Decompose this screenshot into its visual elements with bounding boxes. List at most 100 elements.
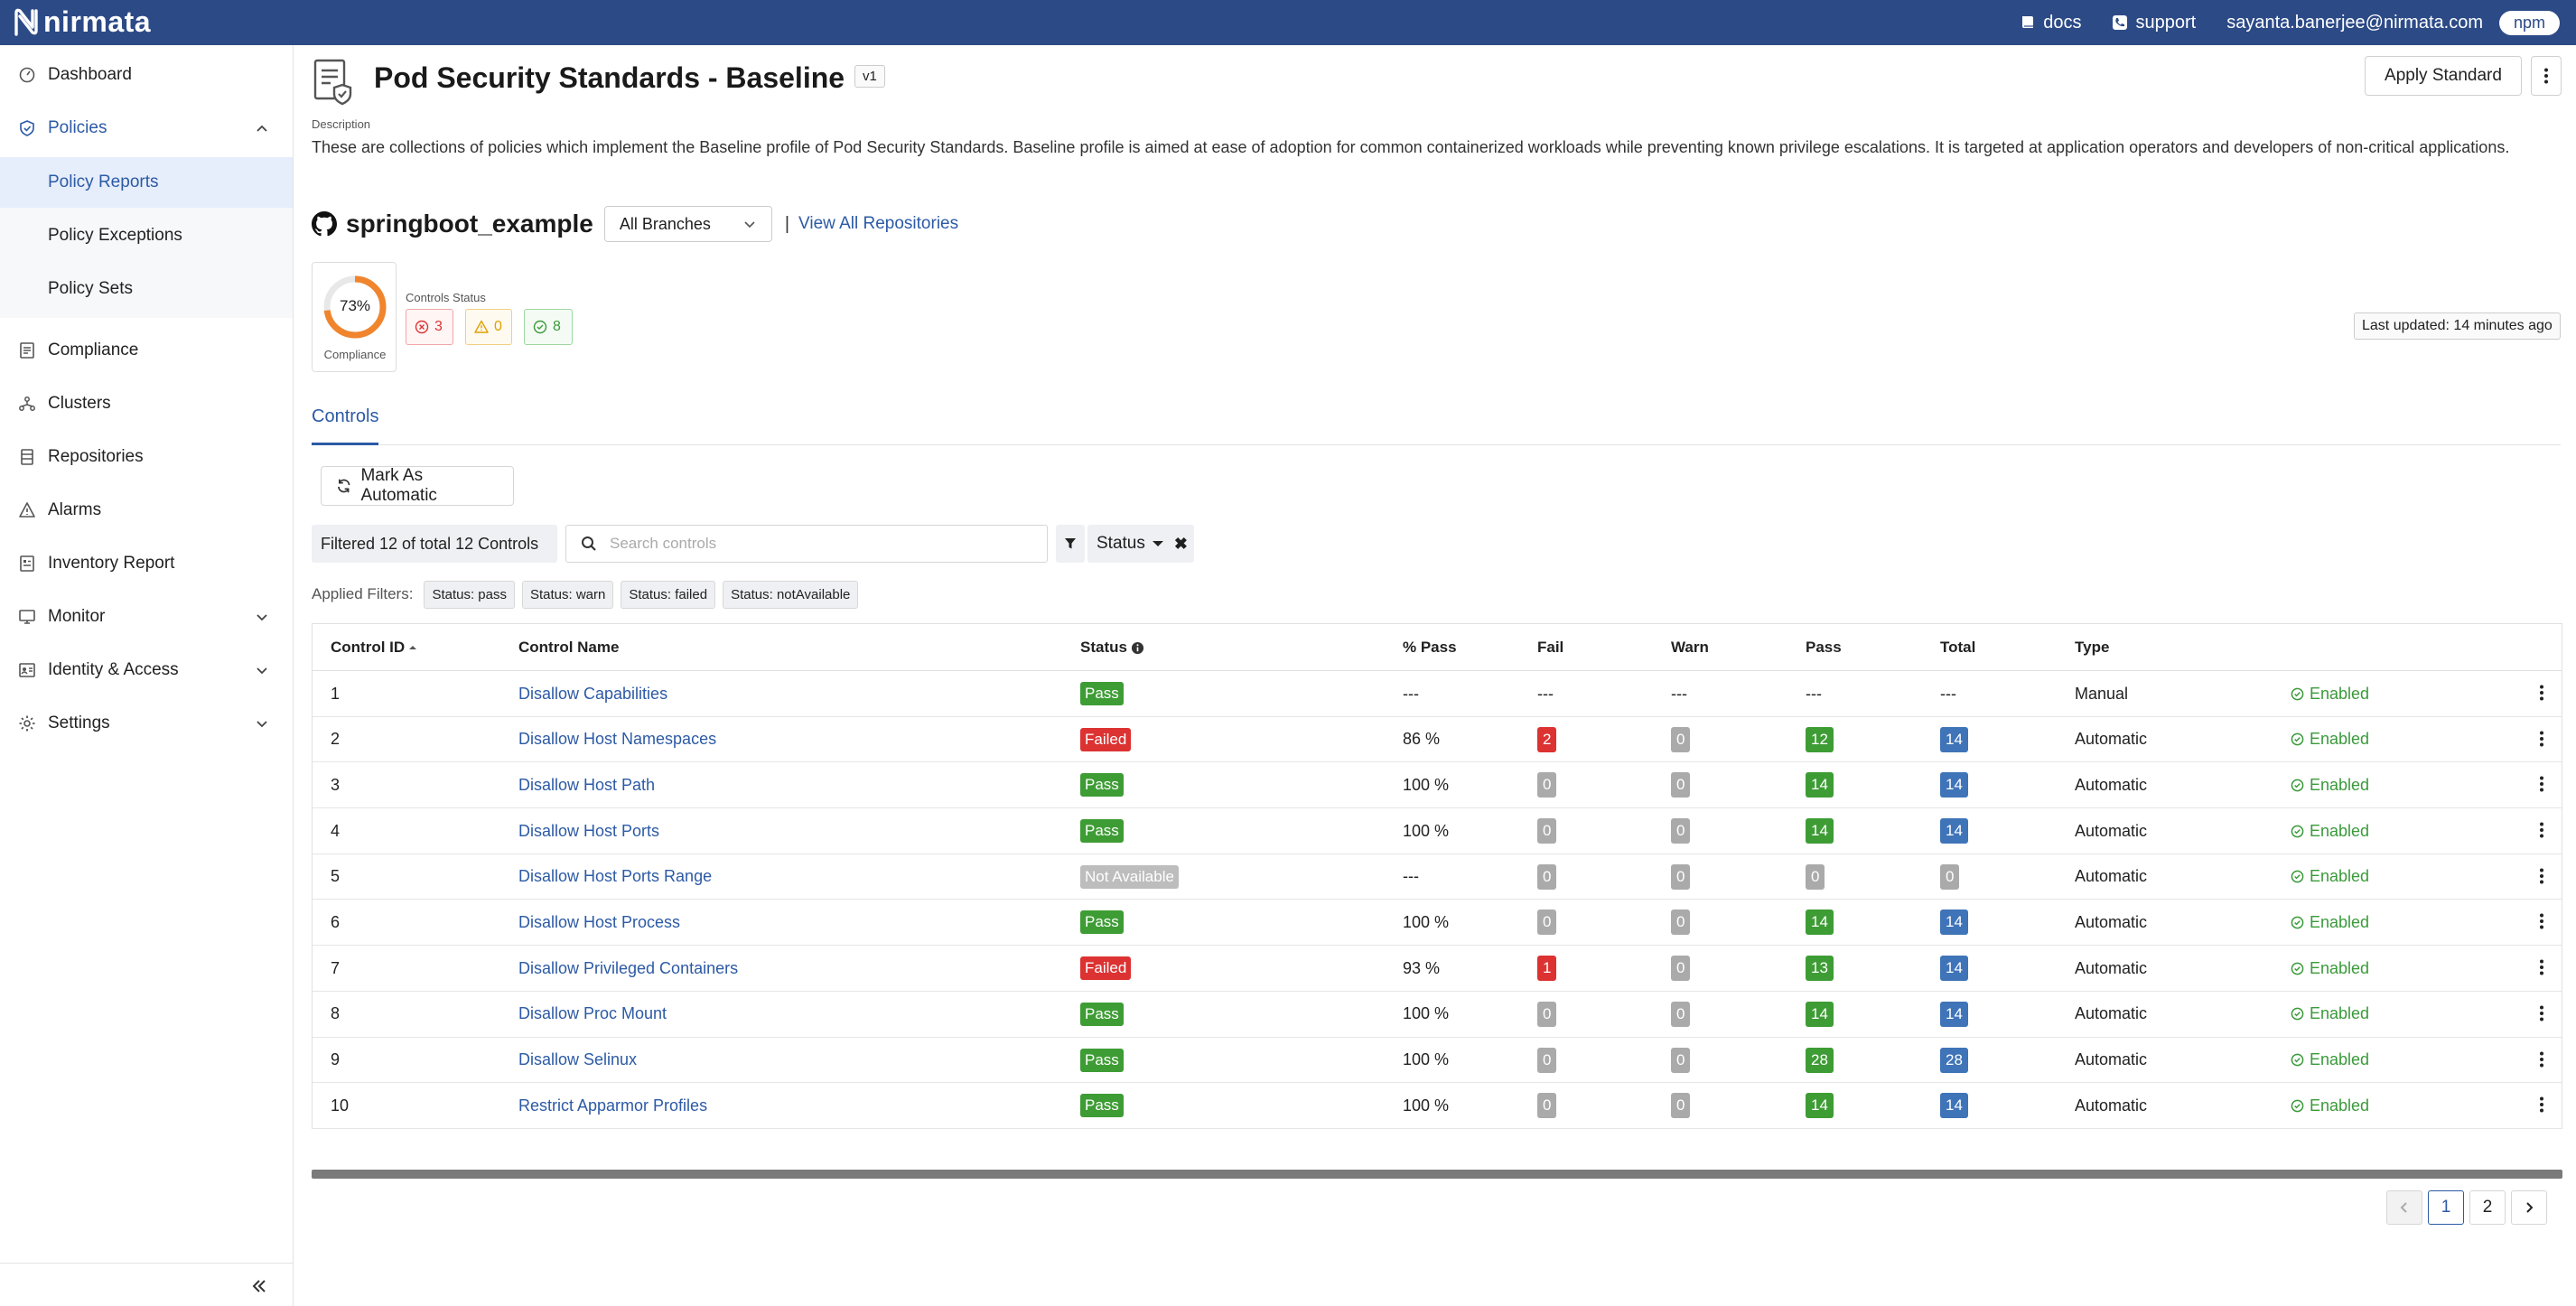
nirmata-logo[interactable]: nirmata: [13, 4, 151, 40]
docs-link[interactable]: docs: [2020, 13, 2081, 33]
control-name-link[interactable]: Disallow Privileged Containers: [518, 958, 739, 977]
table-row[interactable]: 1 Disallow Capabilities Pass --- --- --- --- --…: [313, 671, 2562, 717]
apply-standard-button[interactable]: Apply Standard: [2365, 56, 2522, 96]
support-link[interactable]: support: [2112, 13, 2196, 33]
branch-select[interactable]: All Branches: [603, 206, 772, 242]
previous-page-button[interactable]: [2386, 1190, 2422, 1225]
more-options-button[interactable]: [2531, 56, 2562, 96]
sidebar-item-clusters[interactable]: Clusters: [0, 384, 293, 424]
table-row[interactable]: 2 Disallow Host Namespaces Failed 86 % 2 0 12 1…: [313, 717, 2562, 763]
column-header-type[interactable]: Type: [2075, 639, 2110, 656]
table-row[interactable]: 9 Disallow Selinux Pass 100 % 0 0 28 28 Automati…: [313, 1038, 2562, 1084]
clear-filter-icon[interactable]: ✖: [1173, 534, 1188, 553]
column-header-pass-percent[interactable]: % Pass: [1403, 639, 1457, 656]
warn-count-badge: 0: [1671, 910, 1691, 936]
pass-count-chip[interactable]: 8: [524, 309, 573, 345]
info-icon[interactable]: [1131, 641, 1144, 655]
tenant-pill[interactable]: npm: [2498, 10, 2560, 35]
control-name-link[interactable]: Disallow Host Ports: [518, 821, 660, 840]
applied-filter-chip[interactable]: Status: pass: [424, 580, 515, 609]
row-options-button[interactable]: [2533, 958, 2551, 978]
view-all-repositories-link[interactable]: View All Repositories: [798, 214, 959, 233]
row-options-button[interactable]: [2533, 867, 2551, 887]
table-body: 1 Disallow Capabilities Pass --- --- --- --- --…: [313, 671, 2562, 1129]
row-options-button[interactable]: [2533, 912, 2551, 932]
column-header-control-id[interactable]: Control ID: [331, 624, 417, 671]
applied-filter-chip[interactable]: Status: warn: [521, 580, 614, 609]
applied-filter-chip[interactable]: Status: notAvailable: [723, 580, 859, 609]
control-name-link[interactable]: Disallow Host Process: [518, 912, 681, 931]
warn-count-chip[interactable]: 0: [465, 309, 512, 345]
user-menu[interactable]: sayanta.banerjee@nirmata.com: [2226, 12, 2483, 33]
sidebar-subitem-policy-sets[interactable]: Policy Sets: [48, 279, 133, 298]
column-header-status[interactable]: Status: [1080, 624, 1144, 671]
next-page-button[interactable]: [2511, 1190, 2547, 1225]
warn-count-badge: 0: [1671, 818, 1691, 844]
chevron-up-icon[interactable]: [255, 121, 269, 135]
enabled-label: Enabled: [2310, 775, 2370, 794]
column-header-total[interactable]: Total: [1940, 639, 1976, 656]
cell-enabled: Enabled: [2291, 671, 2369, 716]
table-row[interactable]: 6 Disallow Host Process Pass 100 % 0 0 14 14 Aut…: [313, 900, 2562, 947]
sidebar-item-alarms[interactable]: Alarms: [0, 490, 293, 530]
column-header-pass[interactable]: Pass: [1806, 639, 1842, 656]
sidebar-subitem-policy-reports[interactable]: Policy Reports: [0, 157, 293, 208]
column-header-control-name[interactable]: Control Name: [518, 639, 620, 656]
row-options-button[interactable]: [2533, 684, 2551, 704]
table-row[interactable]: 5 Disallow Host Ports Range Not Available -…: [313, 854, 2562, 900]
control-name-link[interactable]: Disallow Host Ports Range: [518, 867, 713, 886]
sidebar-item-repositories[interactable]: Repositories: [0, 437, 293, 477]
control-name-link[interactable]: Disallow Capabilities: [518, 684, 668, 703]
page-1-button[interactable]: 1: [2428, 1190, 2464, 1225]
row-options-button[interactable]: [2533, 1050, 2551, 1070]
tab-controls[interactable]: Controls: [312, 406, 379, 445]
table-row[interactable]: 7 Disallow Privileged Containers Failed 93 …: [313, 946, 2562, 992]
sidebar-item-compliance[interactable]: Compliance: [0, 331, 293, 370]
horizontal-scrollbar[interactable]: [312, 1170, 2562, 1179]
table-row[interactable]: 4 Disallow Host Ports Pass 100 % 0 0 14 14 Autom…: [313, 808, 2562, 854]
cell-total: 28: [1940, 1038, 1968, 1083]
row-options-button[interactable]: [2533, 775, 2551, 795]
collapse-sidebar-icon[interactable]: [249, 1276, 269, 1296]
sidebar-item-identity-access[interactable]: Identity & Access: [0, 650, 293, 690]
row-options-button[interactable]: [2533, 730, 2551, 750]
page-2-button[interactable]: 2: [2469, 1190, 2506, 1225]
failed-count-chip[interactable]: 3: [406, 309, 453, 345]
row-options-button[interactable]: [2533, 821, 2551, 841]
sidebar-item-policies[interactable]: Policies: [0, 108, 293, 148]
status-filter-dropdown[interactable]: Status ✖: [1087, 525, 1194, 563]
sidebar-item-inventory-report[interactable]: Inventory Report: [0, 544, 293, 583]
chevron-down-icon[interactable]: [255, 716, 269, 731]
column-header-fail[interactable]: Fail: [1537, 639, 1564, 656]
chevron-down-icon[interactable]: [255, 610, 269, 624]
sidebar-subitem-policy-exceptions[interactable]: Policy Exceptions: [48, 226, 182, 245]
sidebar-item-settings[interactable]: Settings: [0, 704, 293, 743]
filter-button[interactable]: [1056, 525, 1085, 563]
table-row[interactable]: 10 Restrict Apparmor Profiles Pass 100 % 0 0 1…: [313, 1083, 2562, 1129]
sidebar-item-monitor[interactable]: Monitor: [0, 597, 293, 637]
kebab-icon: [2540, 868, 2543, 884]
cell-fail: 0: [1537, 762, 1557, 807]
search-controls-input[interactable]: [610, 535, 1043, 553]
mark-as-automatic-button[interactable]: Mark As Automatic: [321, 466, 514, 506]
check-circle-icon: [2291, 1053, 2304, 1067]
control-name-link[interactable]: Disallow Host Path: [518, 775, 656, 794]
cell-enabled: Enabled: [2291, 854, 2369, 900]
cell-total: 14: [1940, 762, 1968, 807]
control-name-link[interactable]: Disallow Host Namespaces: [518, 730, 717, 749]
filter-count: Filtered 12 of total 12 Controls: [312, 525, 557, 563]
control-name-link[interactable]: Disallow Selinux: [518, 1050, 638, 1068]
control-name-link[interactable]: Disallow Proc Mount: [518, 1004, 667, 1023]
docs-label: docs: [2043, 12, 2082, 33]
control-name-link[interactable]: Restrict Apparmor Profiles: [518, 1096, 708, 1115]
total-count-badge: 14: [1940, 818, 1968, 844]
row-options-button[interactable]: [2533, 1004, 2551, 1024]
row-options-button[interactable]: [2533, 1096, 2551, 1115]
column-header-warn[interactable]: Warn: [1671, 639, 1709, 656]
pass-count: 8: [553, 319, 561, 334]
sidebar-item-dashboard[interactable]: Dashboard: [0, 55, 293, 95]
applied-filter-chip[interactable]: Status: failed: [621, 580, 716, 609]
chevron-down-icon[interactable]: [255, 663, 269, 677]
table-row[interactable]: 8 Disallow Proc Mount Pass 100 % 0 0 14 14 Autom…: [313, 992, 2562, 1038]
table-row[interactable]: 3 Disallow Host Path Pass 100 % 0 0 14 14 Automa…: [313, 762, 2562, 809]
